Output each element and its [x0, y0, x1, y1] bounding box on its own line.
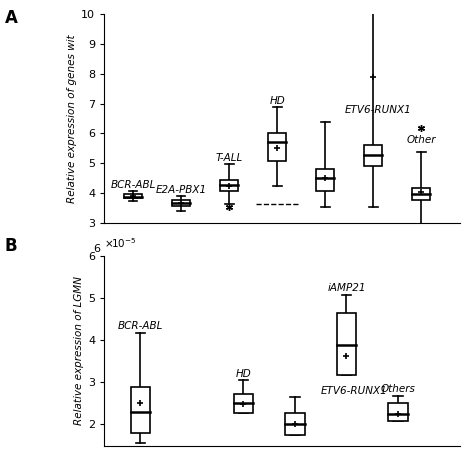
Y-axis label: Relative expression of LGMN: Relative expression of LGMN: [74, 276, 84, 425]
Bar: [124, 194, 142, 198]
Bar: [337, 313, 356, 375]
Text: HD: HD: [236, 369, 251, 379]
Text: $\times\!10^{-5}$: $\times\!10^{-5}$: [104, 237, 137, 250]
Bar: [172, 200, 190, 206]
Bar: [234, 394, 253, 413]
Bar: [268, 133, 286, 161]
Text: BCR-ABL: BCR-ABL: [118, 321, 163, 331]
Y-axis label: Relative expression of genes wit: Relative expression of genes wit: [67, 34, 77, 203]
Bar: [130, 387, 150, 433]
Bar: [412, 188, 430, 200]
Text: T-ALL: T-ALL: [216, 153, 243, 163]
Bar: [388, 402, 408, 421]
Bar: [285, 413, 305, 435]
Text: ETV6-RUNX1: ETV6-RUNX1: [345, 105, 411, 115]
Bar: [316, 169, 334, 191]
Text: ETV6-RUNX1: ETV6-RUNX1: [321, 386, 387, 396]
Text: Others: Others: [381, 384, 415, 394]
Text: E2A-PBX1: E2A-PBX1: [155, 185, 207, 195]
Text: BCR-ABL: BCR-ABL: [110, 180, 156, 190]
Bar: [220, 180, 238, 191]
Text: 6: 6: [94, 244, 100, 254]
Text: A: A: [5, 9, 18, 27]
Text: iAMP21: iAMP21: [327, 283, 365, 293]
Bar: [364, 145, 383, 165]
Text: Other: Other: [407, 135, 436, 145]
Text: B: B: [5, 237, 18, 255]
Text: HD: HD: [269, 96, 285, 106]
